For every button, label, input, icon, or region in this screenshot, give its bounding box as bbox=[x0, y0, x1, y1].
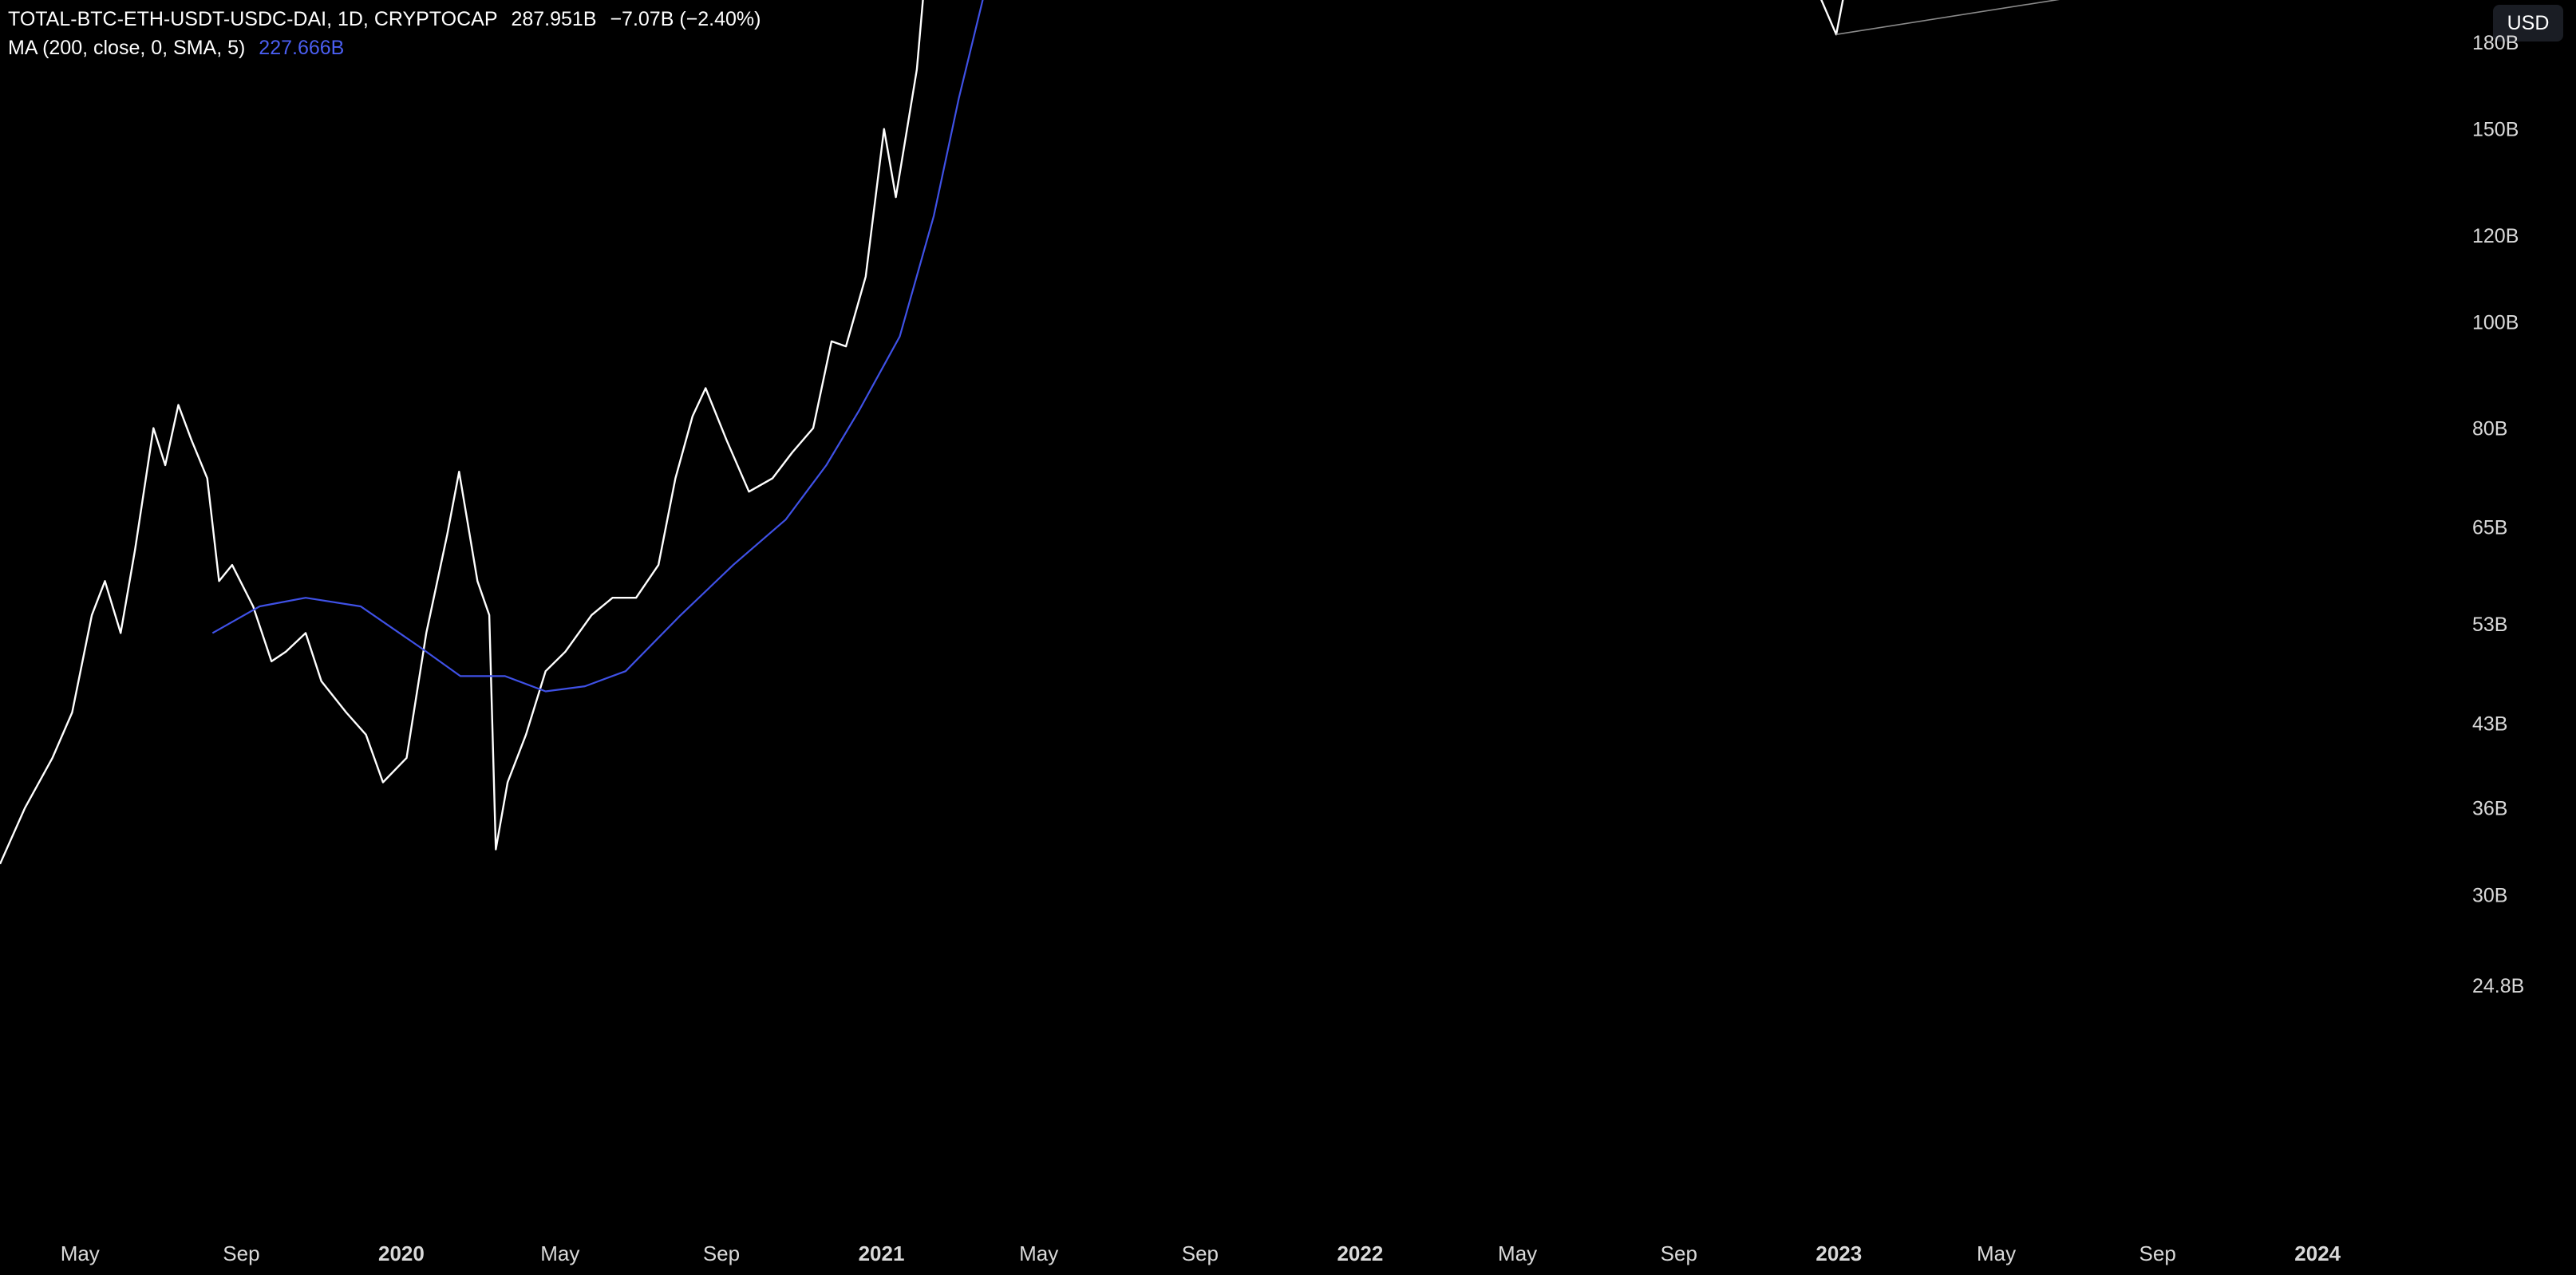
trendline-line[interactable] bbox=[1835, 0, 2462, 35]
x-tick-label: May bbox=[1019, 1241, 1058, 1265]
x-tick-label: May bbox=[61, 1241, 100, 1265]
y-tick-label: 24.8B bbox=[2472, 975, 2524, 997]
indicator-value: 227.666B bbox=[259, 37, 345, 59]
x-tick-label: May bbox=[1498, 1241, 1537, 1265]
y-tick-label: 80B bbox=[2472, 418, 2507, 440]
y-tick-label: 43B bbox=[2472, 713, 2507, 736]
ma-line[interactable] bbox=[211, 0, 2305, 693]
y-tick-label: 180B bbox=[2472, 32, 2519, 54]
currency-button[interactable]: USD bbox=[2493, 5, 2563, 41]
x-tick-label: Sep bbox=[223, 1241, 259, 1265]
y-tick-label: 100B bbox=[2472, 312, 2519, 334]
y-tick-label: 65B bbox=[2472, 516, 2507, 539]
x-tick-label: 2021 bbox=[859, 1241, 905, 1265]
x-tick-label: Sep bbox=[1661, 1241, 1697, 1265]
price-change: −7.07B (−2.40%) bbox=[610, 8, 761, 30]
indicator-title[interactable]: MA (200, close, 0, SMA, 5) bbox=[8, 37, 246, 59]
x-tick-label: Sep bbox=[2139, 1241, 2176, 1265]
chart-legend: TOTAL-BTC-ETH-USDT-USDC-DAI, 1D, CRYPTOC… bbox=[8, 5, 768, 62]
symbol-title[interactable]: TOTAL-BTC-ETH-USDT-USDC-DAI, 1D, CRYPTOC… bbox=[8, 8, 498, 30]
x-tick-label: May bbox=[1977, 1241, 2016, 1265]
x-tick-label: May bbox=[540, 1241, 579, 1265]
x-tick-label: 2023 bbox=[1815, 1241, 1862, 1265]
y-tick-label: 150B bbox=[2472, 119, 2519, 141]
indicator-row: MA (200, close, 0, SMA, 5) 227.666B bbox=[8, 34, 768, 62]
y-tick-label: 36B bbox=[2472, 798, 2507, 820]
x-tick-label: 2022 bbox=[1337, 1241, 1383, 1265]
y-tick-label: 120B bbox=[2472, 225, 2519, 247]
x-tick-label: 2024 bbox=[2294, 1241, 2341, 1265]
price-line[interactable] bbox=[0, 0, 2305, 865]
symbol-row: TOTAL-BTC-ETH-USDT-USDC-DAI, 1D, CRYPTOC… bbox=[8, 5, 768, 34]
y-tick-label: 30B bbox=[2472, 884, 2507, 906]
y-tick-label: 53B bbox=[2472, 614, 2507, 636]
x-tick-label: 2020 bbox=[378, 1241, 425, 1265]
x-tick-label: Sep bbox=[703, 1241, 740, 1265]
x-tick-label: Sep bbox=[1182, 1241, 1219, 1265]
last-price: 287.951B bbox=[511, 8, 597, 30]
